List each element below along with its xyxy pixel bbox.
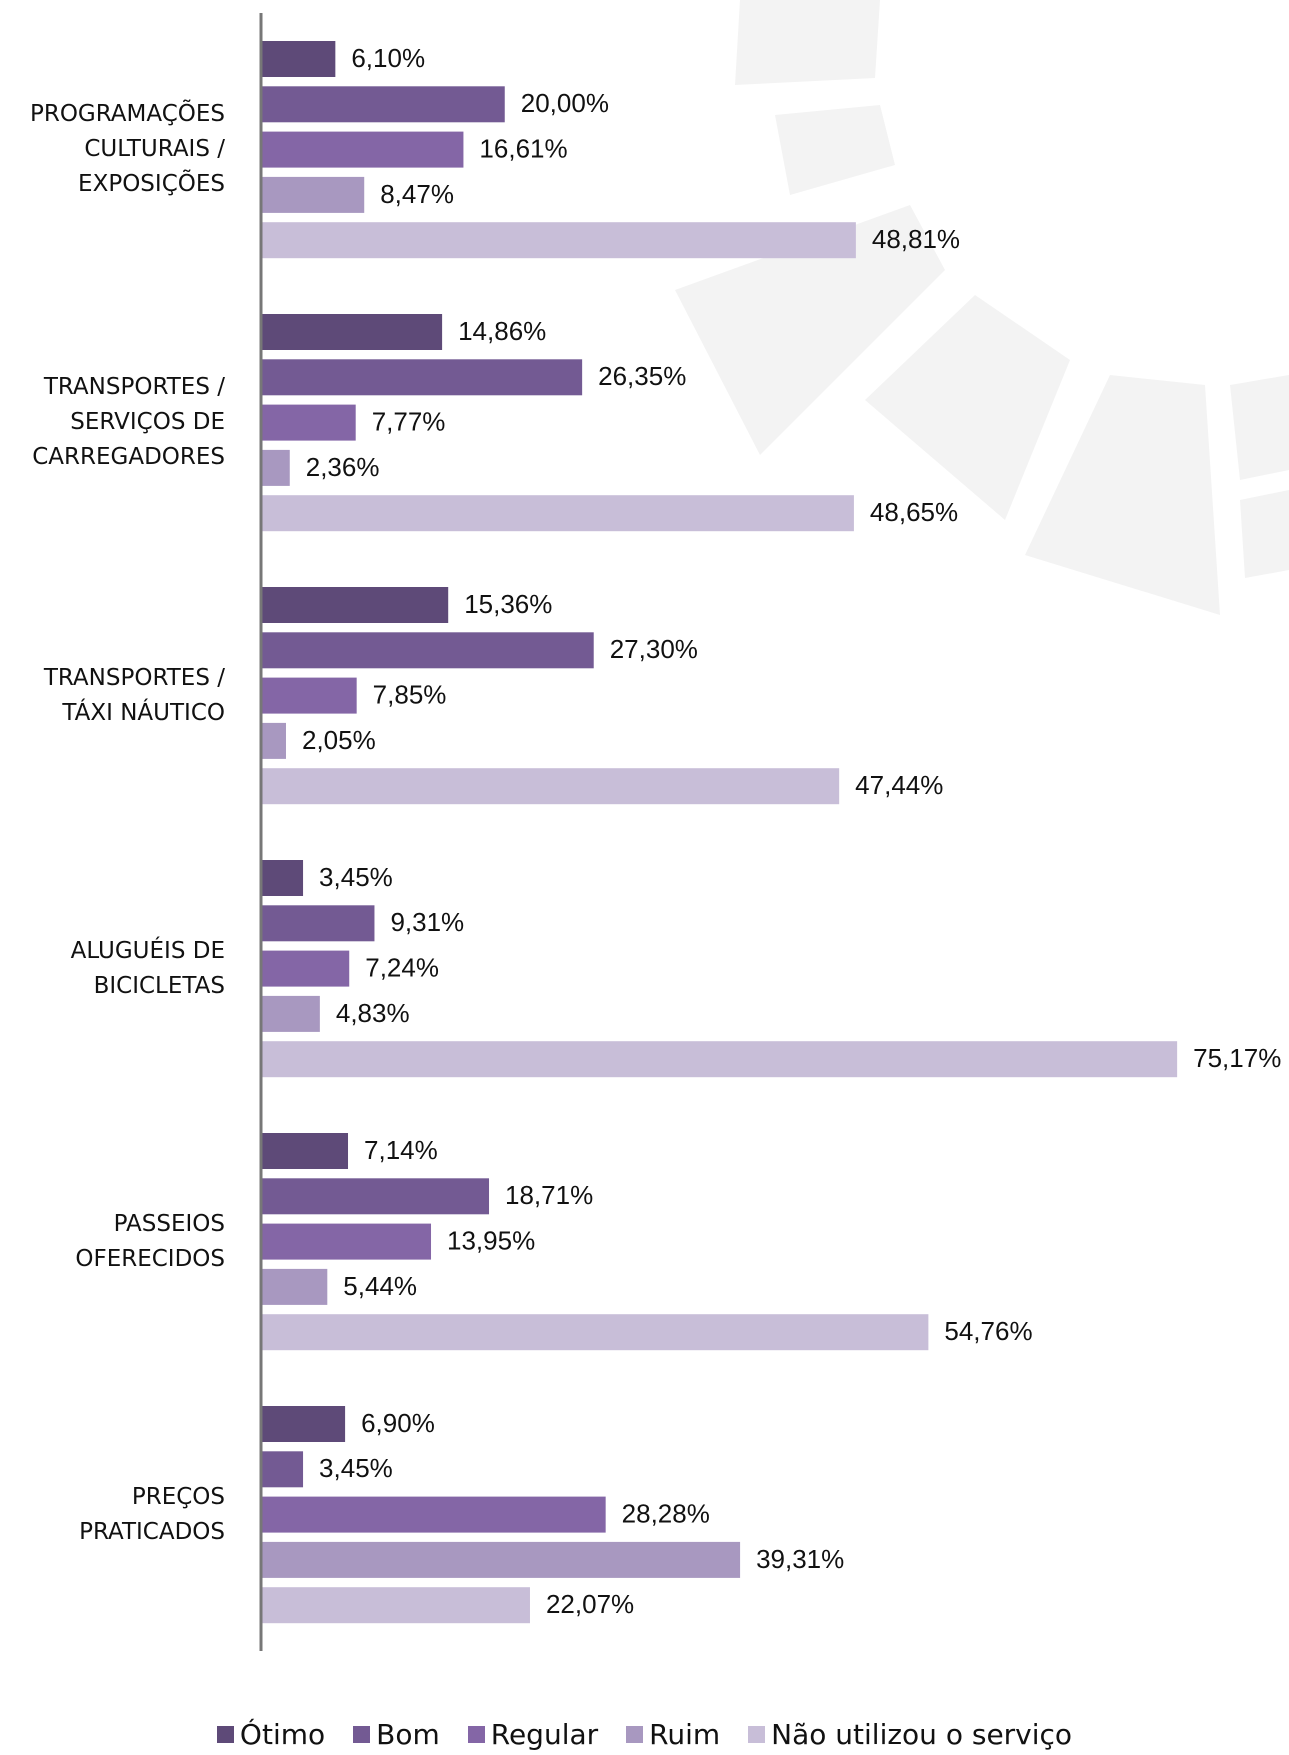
value-label: 8,47% — [380, 179, 454, 209]
bar — [261, 587, 449, 623]
legend-swatch — [353, 1726, 371, 1743]
bar — [261, 131, 464, 168]
value-label: 16,61% — [479, 133, 567, 163]
bar — [261, 404, 356, 441]
bar — [261, 1587, 530, 1624]
legend-item: Ruim — [626, 1718, 720, 1751]
bar — [261, 359, 583, 396]
value-label: 22,07% — [546, 1589, 634, 1619]
value-label: 39,31% — [756, 1544, 844, 1574]
category-label: PASSEIOS OFERECIDOS — [75, 1210, 225, 1272]
bar — [261, 495, 854, 532]
value-label: 20,00% — [521, 88, 609, 118]
legend: Ótimo Bom Regular Ruim Não utilizou o serviç… — [0, 1718, 1289, 1751]
category-label: ALUGUÉIS DE BICICLETAS — [70, 937, 225, 999]
value-label: 27,30% — [610, 634, 698, 664]
bar — [261, 1541, 741, 1578]
value-label: 4,83% — [336, 998, 410, 1028]
value-label: 26,35% — [598, 361, 686, 391]
legend-swatch — [748, 1726, 766, 1743]
value-label: 2,36% — [306, 452, 380, 482]
legend-swatch — [467, 1726, 485, 1743]
value-label: 9,31% — [390, 907, 464, 937]
bar — [261, 632, 594, 669]
bar — [261, 1496, 606, 1533]
value-label: 14,86% — [458, 316, 546, 346]
bar — [261, 995, 320, 1032]
value-label: 2,05% — [302, 725, 376, 755]
legend-label: Regular — [490, 1718, 599, 1751]
value-label: 48,81% — [872, 224, 960, 254]
category-label: PREÇOS PRATICADOS — [79, 1483, 225, 1545]
legend-item: Não utilizou o serviço — [748, 1718, 1072, 1751]
value-label: 48,65% — [870, 497, 958, 527]
bar — [261, 905, 375, 942]
value-label: 3,45% — [319, 1453, 393, 1483]
legend-swatch — [626, 1726, 644, 1743]
legend-label: Bom — [376, 1718, 440, 1751]
category-label: PROGRAMAÇÕES CULTURAIS / EXPOSIÇÕES — [29, 101, 225, 198]
legend-item: Regular — [467, 1718, 599, 1751]
value-label: 28,28% — [622, 1498, 710, 1528]
value-label: 7,24% — [365, 952, 439, 982]
bar — [261, 222, 856, 259]
category-label: TRANSPORTES / TÁXI NÁUTICO — [43, 664, 225, 726]
value-label: 75,17% — [1193, 1043, 1281, 1073]
value-label: 7,14% — [364, 1135, 438, 1165]
bar — [261, 768, 840, 805]
bar — [261, 1223, 432, 1260]
legend-label: Ótimo — [239, 1718, 326, 1751]
value-label: 5,44% — [343, 1271, 417, 1301]
background-decoration — [675, 0, 1289, 615]
bar — [261, 1451, 304, 1488]
value-label: 6,10% — [351, 43, 425, 73]
category-label: TRANSPORTES / SERVIÇOS DE CARREGADORES — [32, 374, 225, 471]
bar — [261, 1406, 346, 1442]
value-label: 54,76% — [944, 1316, 1032, 1346]
bar — [261, 314, 443, 350]
bar — [261, 950, 350, 987]
bar — [261, 722, 286, 759]
legend-label: Não utilizou o serviço — [771, 1718, 1073, 1751]
bar — [261, 860, 304, 896]
bar — [261, 1268, 328, 1305]
value-label: 18,71% — [505, 1180, 593, 1210]
value-label: 7,85% — [373, 679, 447, 709]
value-label: 13,95% — [447, 1225, 535, 1255]
bar — [261, 86, 505, 123]
legend-label: Ruim — [649, 1718, 721, 1751]
bar — [261, 677, 357, 714]
bar — [261, 1178, 490, 1215]
bar — [261, 41, 336, 77]
bar — [261, 1133, 349, 1169]
value-label: 15,36% — [464, 589, 552, 619]
value-label: 3,45% — [319, 862, 393, 892]
bar — [261, 449, 290, 486]
bar — [261, 1041, 1178, 1078]
bar — [261, 176, 365, 213]
legend-item: Bom — [353, 1718, 440, 1751]
value-label: 47,44% — [855, 770, 943, 800]
bar — [261, 1314, 929, 1351]
legend-item: Ótimo — [216, 1718, 326, 1751]
value-label: 7,77% — [372, 406, 446, 436]
legend-swatch — [216, 1726, 234, 1743]
value-label: 6,90% — [361, 1408, 435, 1438]
